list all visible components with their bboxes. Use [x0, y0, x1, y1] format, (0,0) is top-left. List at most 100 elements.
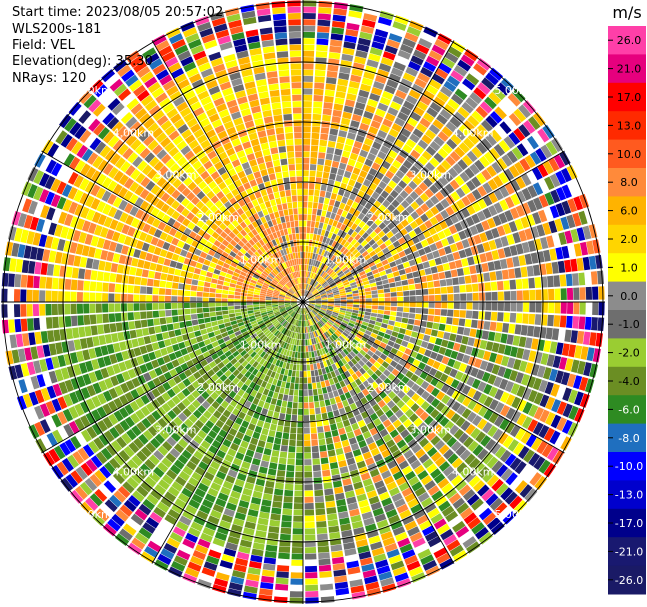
velocity-gate — [238, 357, 246, 365]
velocity-gate — [339, 517, 351, 526]
velocity-gate — [353, 261, 361, 268]
velocity-gate — [560, 302, 567, 314]
velocity-gate — [522, 387, 532, 400]
velocity-gate — [545, 412, 556, 426]
velocity-gate — [327, 513, 338, 521]
velocity-gate — [216, 349, 224, 357]
velocity-gate — [361, 19, 376, 28]
velocity-gate — [443, 245, 452, 255]
velocity-gate — [450, 379, 460, 389]
velocity-gate — [275, 345, 281, 353]
velocity-gate — [425, 162, 436, 172]
velocity-gate — [494, 237, 503, 249]
velocity-gate — [34, 261, 42, 275]
velocity-gate — [471, 146, 483, 159]
velocity-gate — [131, 454, 143, 467]
velocity-gate — [460, 293, 467, 301]
velocity-gate — [532, 377, 542, 391]
velocity-gate — [334, 214, 341, 222]
velocity-gate — [364, 287, 371, 292]
velocity-gate — [358, 292, 366, 296]
velocity-gate — [403, 302, 410, 307]
velocity-gate — [407, 60, 421, 72]
velocity-gate — [397, 390, 406, 399]
velocity-gate — [333, 154, 341, 162]
velocity-gate — [225, 433, 235, 442]
velocity-gate — [303, 289, 305, 296]
velocity-gate — [396, 286, 403, 292]
velocity-gate — [579, 302, 586, 315]
velocity-gate — [555, 342, 564, 355]
velocity-gate — [484, 282, 492, 292]
velocity-gate — [534, 351, 543, 364]
velocity-gate — [57, 411, 68, 425]
velocity-gate — [192, 409, 202, 419]
velocity-gate — [247, 509, 259, 518]
velocity-gate — [215, 378, 223, 387]
velocity-gate — [438, 323, 446, 331]
velocity-gate — [308, 258, 312, 266]
velocity-gate — [357, 267, 365, 273]
velocity-gate — [408, 476, 420, 487]
velocity-gate — [179, 423, 190, 433]
velocity-gate — [172, 405, 182, 416]
velocity-gate — [158, 288, 166, 295]
velocity-gate — [397, 537, 411, 548]
velocity-gate — [267, 311, 274, 316]
velocity-gate — [318, 269, 324, 276]
velocity-gate — [398, 414, 408, 424]
velocity-gate — [295, 465, 303, 472]
velocity-gate — [488, 352, 498, 363]
velocity-gate — [278, 340, 284, 347]
velocity-gate — [545, 141, 558, 156]
velocity-gate — [318, 335, 323, 342]
velocity-gate — [496, 225, 506, 237]
velocity-gate — [314, 369, 319, 377]
velocity-gate — [370, 222, 378, 231]
velocity-gate — [384, 155, 395, 165]
velocity-gate — [487, 374, 497, 385]
velocity-gate — [385, 508, 398, 519]
velocity-gate — [290, 420, 297, 428]
velocity-gate — [427, 536, 442, 548]
velocity-gate — [381, 234, 389, 243]
velocity-gate — [350, 173, 359, 181]
velocity-gate — [430, 206, 440, 216]
velocity-gate — [269, 356, 275, 364]
velocity-gate — [286, 407, 292, 415]
velocity-gate — [265, 355, 272, 362]
velocity-gate — [416, 514, 429, 525]
velocity-gate — [406, 389, 416, 398]
velocity-gate — [215, 298, 222, 302]
velocity-gate — [388, 165, 398, 175]
velocity-gate — [273, 596, 288, 604]
velocity-gate — [315, 502, 325, 509]
velocity-gate — [13, 289, 21, 302]
velocity-gate — [346, 383, 354, 391]
velocity-gate — [391, 175, 401, 184]
velocity-gate — [455, 241, 464, 251]
velocity-gate — [309, 303, 315, 306]
velocity-gate — [311, 445, 319, 453]
velocity-gate — [355, 101, 366, 111]
velocity-gate — [331, 115, 341, 124]
velocity-gate — [321, 281, 327, 287]
velocity-gate — [154, 325, 162, 334]
velocity-gate — [314, 260, 319, 267]
velocity-gate — [282, 394, 289, 402]
velocity-gate — [159, 280, 167, 288]
velocity-gate — [95, 303, 102, 313]
velocity-gate — [95, 508, 110, 522]
velocity-gate — [304, 258, 308, 265]
velocity-gate — [342, 111, 352, 120]
velocity-gate — [304, 534, 316, 541]
velocity-gate — [471, 522, 485, 535]
velocity-gate — [351, 312, 358, 317]
velocity-gate — [166, 274, 174, 282]
velocity-gate — [356, 95, 368, 105]
velocity-gate — [324, 230, 330, 238]
velocity-gate — [491, 291, 498, 301]
velocity-gate — [384, 306, 391, 311]
velocity-gate — [275, 323, 281, 329]
velocity-gate — [298, 345, 301, 352]
